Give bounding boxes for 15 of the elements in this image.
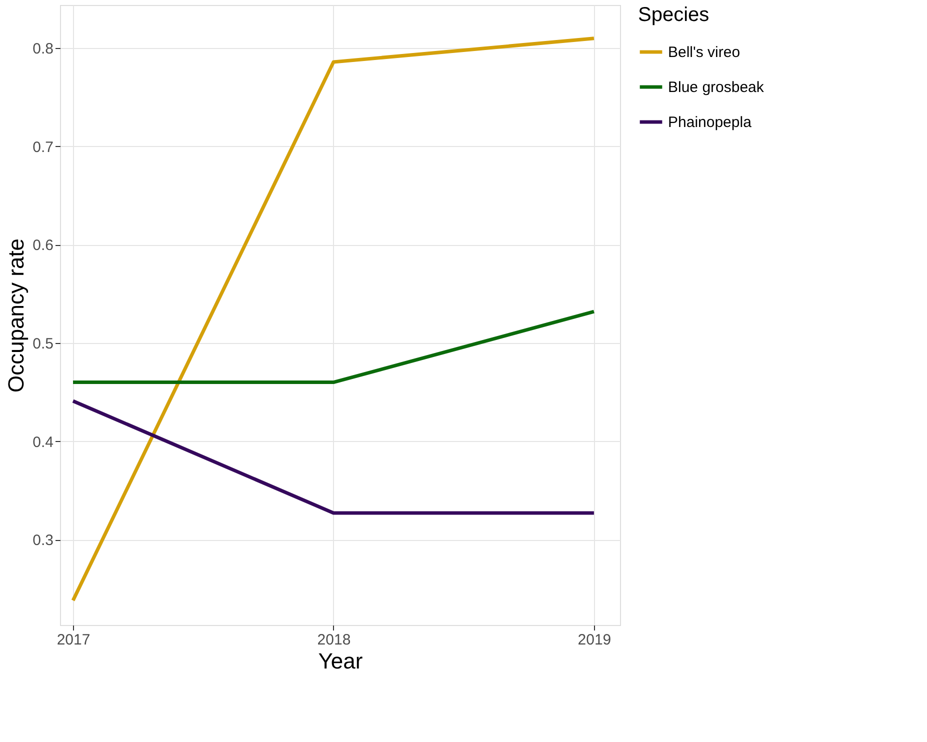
x-axis-title: Year xyxy=(318,648,363,674)
y-tick-label: 0.3 xyxy=(32,532,54,550)
y-tick-label: 0.5 xyxy=(32,336,54,353)
legend-label: Blue grosbeak xyxy=(668,79,764,96)
y-axis-title: Occupancy rate xyxy=(4,238,29,393)
legend-title: Species xyxy=(638,4,710,26)
legend-label: Bell's vireo xyxy=(668,44,740,61)
y-tick-label: 0.6 xyxy=(32,237,54,254)
x-tick-label: 2018 xyxy=(317,632,351,648)
x-tick-label: 2019 xyxy=(578,632,612,648)
y-tick-label: 0.4 xyxy=(32,434,54,451)
legend-label: Phainopepla xyxy=(668,114,752,131)
x-tick-label: 2017 xyxy=(56,632,90,648)
y-tick-label: 0.7 xyxy=(32,138,54,156)
y-tick-label: 0.8 xyxy=(32,40,54,58)
